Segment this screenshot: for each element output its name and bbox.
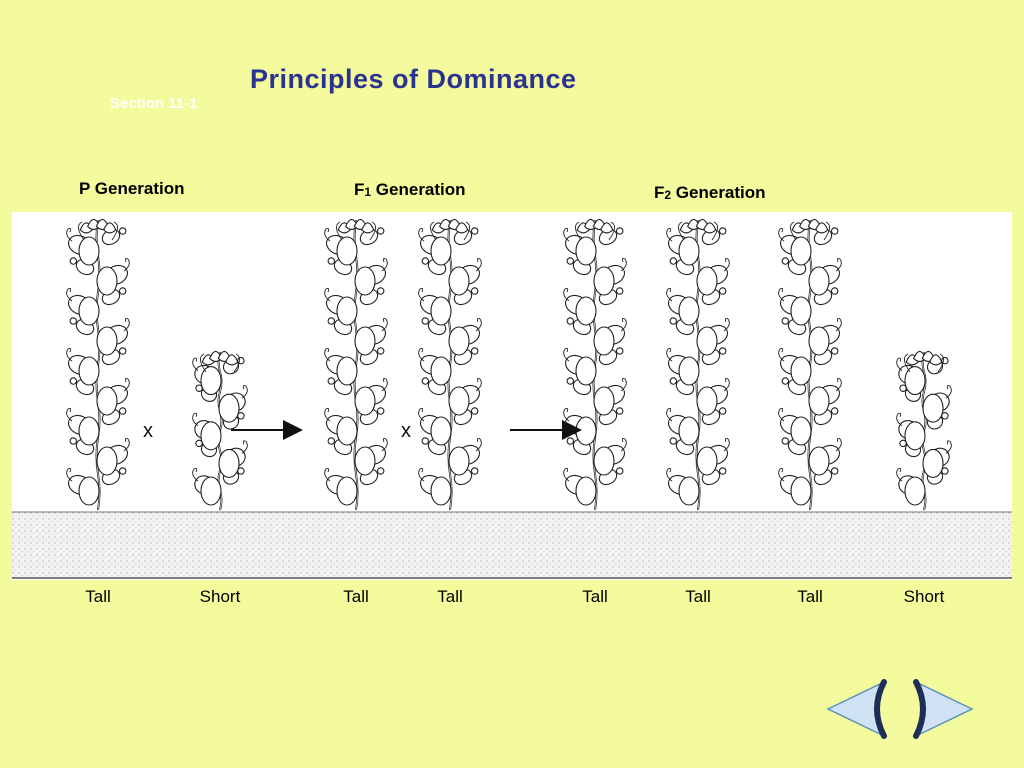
pea-plant-tall — [66, 218, 130, 511]
forward-arrow-icon[interactable] — [912, 678, 974, 740]
plant-label: Tall — [85, 587, 111, 606]
pea-plant-tall — [324, 218, 388, 511]
plant-label: Tall — [437, 587, 463, 606]
pea-plant-short — [896, 350, 952, 511]
plant-label: Tall — [582, 587, 608, 606]
p-generation-heading: P Generation — [79, 179, 185, 198]
pea-plant-tall — [666, 218, 730, 511]
cross-symbol-f1: x — [401, 420, 411, 442]
plant-label: Short — [199, 587, 241, 606]
soil-ground — [12, 512, 1012, 578]
pea-plant-tall — [563, 218, 627, 511]
f2-generation-heading: F2 Generation — [654, 183, 766, 202]
plant-label: Short — [903, 587, 945, 606]
back-arrow-icon[interactable] — [826, 678, 888, 740]
pea-plant-cross-diagram: x x — [12, 212, 1012, 580]
pea-plant-tall — [418, 218, 482, 511]
pea-plant-tall — [778, 218, 842, 511]
pea-plant-short — [192, 350, 248, 511]
cross-symbol-p: x — [143, 420, 153, 442]
plant-label: Tall — [685, 587, 711, 606]
slide-title: Principles of Dominance — [250, 64, 577, 94]
plant-label: Tall — [343, 587, 369, 606]
plant-label: Tall — [797, 587, 823, 606]
f1-generation-heading: F1 Generation — [354, 180, 466, 199]
section-label: Section 11-1 — [110, 95, 198, 112]
